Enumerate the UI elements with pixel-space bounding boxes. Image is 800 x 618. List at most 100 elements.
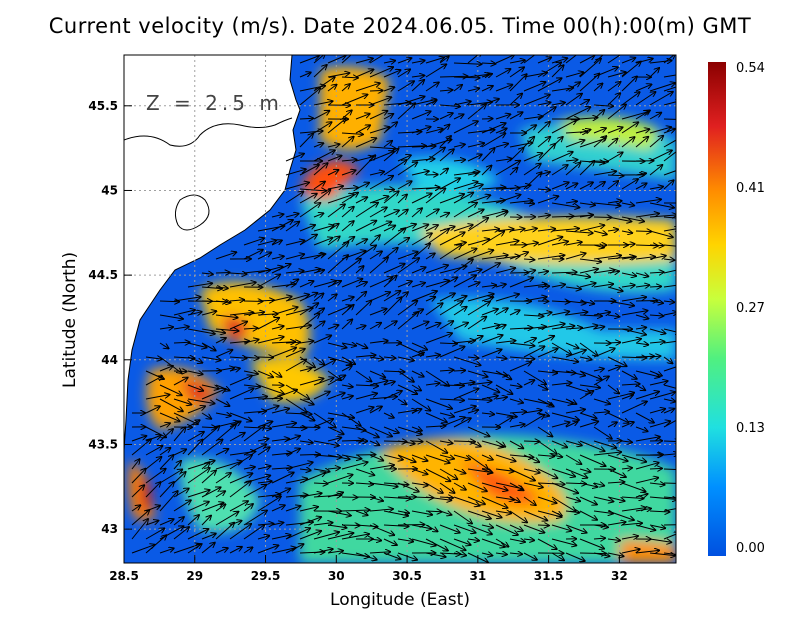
- velocity-arrow: [509, 229, 524, 231]
- velocity-arrow: [425, 297, 435, 301]
- velocity-arrow: [411, 538, 436, 546]
- velocity-arrow: [607, 522, 626, 525]
- velocity-arrow: [439, 417, 465, 428]
- velocity-arrow: [369, 67, 393, 78]
- velocity-arrow: [537, 102, 551, 105]
- velocity-arrow: [187, 440, 203, 456]
- velocity-arrow: [551, 482, 578, 493]
- velocity-arrow: [495, 370, 511, 379]
- velocity-arrow: [243, 511, 267, 526]
- velocity-arrow: [187, 432, 204, 442]
- velocity-arrow: [467, 294, 494, 302]
- velocity-arrow: [495, 161, 520, 176]
- velocity-arrow: [215, 301, 230, 303]
- velocity-arrow: [467, 130, 494, 134]
- velocity-arrow: [173, 297, 201, 302]
- velocity-arrow: [397, 482, 419, 492]
- velocity-arrow: [355, 239, 367, 246]
- velocity-arrow: [607, 468, 626, 477]
- velocity-arrow: [579, 118, 597, 119]
- velocity-arrow: [607, 356, 627, 366]
- velocity-arrow: [495, 524, 518, 535]
- velocity-arrow: [635, 437, 660, 442]
- velocity-arrow: [509, 496, 520, 502]
- velocity-arrow: [271, 342, 295, 343]
- velocity-arrow: [621, 468, 632, 469]
- velocity-arrow: [327, 85, 337, 92]
- velocity-arrow: [355, 114, 370, 120]
- velocity-arrow: [369, 482, 398, 487]
- velocity-arrow: [229, 455, 252, 470]
- velocity-arrow: [159, 482, 174, 498]
- velocity-arrow: [355, 58, 373, 64]
- velocity-arrow: [565, 272, 590, 277]
- velocity-arrow: [243, 250, 263, 260]
- velocity-arrow: [411, 208, 422, 218]
- velocity-arrow: [565, 201, 577, 203]
- velocity-arrow: [537, 237, 562, 246]
- velocity-arrow: [425, 482, 443, 493]
- velocity-arrow: [635, 509, 651, 512]
- velocity-arrow: [523, 441, 539, 442]
- velocity-arrow: [565, 140, 584, 148]
- velocity-arrow: [173, 327, 189, 329]
- velocity-arrow: [537, 255, 564, 260]
- velocity-arrow: [565, 94, 582, 106]
- velocity-arrow: [649, 356, 660, 357]
- velocity-arrow: [649, 525, 665, 528]
- velocity-arrow: [551, 120, 576, 134]
- velocity-arrow: [313, 65, 327, 78]
- velocity-arrow: [383, 357, 396, 358]
- border-line: [124, 117, 293, 147]
- velocity-arrow: [243, 467, 255, 469]
- velocity-arrow: [383, 525, 408, 526]
- velocity-arrow: [229, 376, 252, 386]
- velocity-arrow: [565, 287, 581, 289]
- velocity-arrow: [607, 300, 634, 306]
- x-tick-label: 31.5: [534, 569, 564, 583]
- velocity-arrow: [565, 370, 585, 376]
- velocity-arrow: [285, 222, 299, 232]
- velocity-arrow: [187, 356, 202, 363]
- velocity-arrow: [467, 74, 489, 77]
- velocity-arrow: [215, 350, 232, 358]
- velocity-arrow: [439, 482, 455, 493]
- velocity-arrow: [621, 257, 636, 259]
- velocity-arrow: [579, 182, 593, 190]
- velocity-arrow: [411, 370, 424, 377]
- velocity-arrow: [355, 426, 379, 437]
- velocity-arrow: [313, 356, 324, 365]
- velocity-arrow: [159, 342, 169, 348]
- velocity-arrow: [481, 525, 493, 528]
- velocity-arrow: [173, 310, 195, 316]
- velocity-arrow: [453, 538, 471, 545]
- velocity-arrow: [551, 496, 576, 511]
- x-tick-label: 30.5: [392, 569, 422, 583]
- velocity-arrow: [439, 321, 453, 330]
- velocity-arrow: [467, 399, 492, 400]
- velocity-arrow: [411, 483, 428, 485]
- velocity-arrow: [593, 110, 604, 120]
- velocity-arrow: [257, 267, 282, 274]
- velocity-arrow: [397, 511, 409, 513]
- velocity-arrow: [467, 426, 489, 436]
- velocity-arrow: [215, 338, 226, 344]
- velocity-arrow: [187, 406, 205, 414]
- velocity-arrow: [607, 175, 623, 176]
- velocity-arrow: [453, 553, 466, 555]
- x-tick-label: 29.5: [251, 569, 281, 583]
- velocity-arrow: [355, 355, 376, 357]
- velocity-arrow: [495, 538, 508, 547]
- velocity-arrow: [579, 482, 597, 487]
- velocity-arrow: [579, 259, 601, 262]
- velocity-arrow: [229, 312, 253, 315]
- velocity-arrow: [551, 552, 564, 560]
- velocity-arrow: [369, 147, 396, 149]
- velocity-arrow: [453, 370, 465, 371]
- velocity-arrow: [663, 269, 676, 274]
- velocity-arrow: [299, 531, 321, 540]
- velocity-arrow: [131, 459, 140, 470]
- velocity-arrow: [187, 502, 209, 512]
- velocity-arrow: [145, 457, 161, 470]
- velocity-arrow: [355, 483, 373, 484]
